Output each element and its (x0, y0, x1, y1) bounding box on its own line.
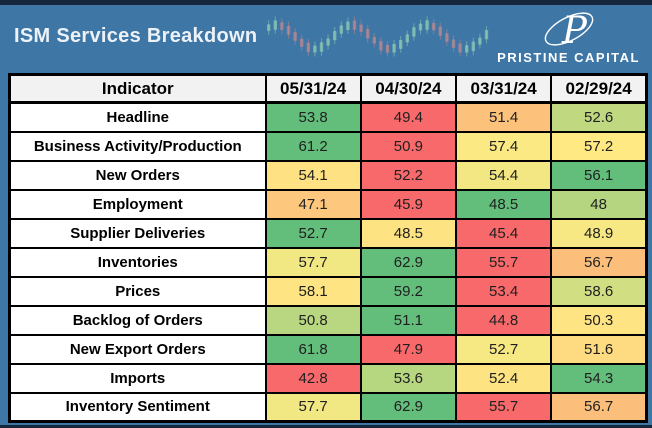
column-header-date-2: 04/30/24 (359, 73, 458, 104)
value-cell: 45.4 (454, 217, 553, 249)
value-cell: 52.6 (550, 101, 648, 133)
value-cell: 53.4 (454, 275, 553, 307)
value-cell: 55.7 (454, 391, 553, 423)
indicator-label: Supplier Deliveries (8, 217, 267, 249)
value-cell: 50.9 (359, 130, 458, 162)
value-cell: 54.1 (264, 159, 362, 191)
column-header-date-3: 03/31/24 (454, 73, 553, 104)
table-row: Inventory Sentiment 57.7 62.9 55.7 56.7 (8, 391, 648, 423)
value-cell: 53.8 (264, 101, 362, 133)
value-cell: 47.9 (359, 333, 458, 365)
value-cell: 62.9 (359, 246, 458, 278)
indicator-label: Prices (8, 275, 267, 307)
header-banner: ISM Services Breakdown P PRISTINE CAPITA… (0, 5, 652, 67)
table-row: Headline 53.8 49.4 51.4 52.6 (8, 101, 648, 133)
brand-name: PRISTINE CAPITAL (497, 49, 640, 65)
value-cell: 57.7 (264, 391, 362, 423)
table-container: Indicator 05/31/24 04/30/24 03/31/24 02/… (0, 67, 652, 423)
value-cell: 51.4 (454, 101, 553, 133)
value-cell: 57.7 (264, 246, 362, 278)
candlestick-chart-icon (267, 16, 489, 57)
value-cell: 58.1 (264, 275, 362, 307)
indicator-label: Employment (8, 188, 267, 220)
table-row: Inventories 57.7 62.9 55.7 56.7 (8, 246, 648, 278)
value-cell: 49.4 (359, 101, 458, 133)
value-cell: 58.6 (550, 275, 648, 307)
value-cell: 57.4 (454, 130, 553, 162)
brand-logo: P PRISTINE CAPITAL (497, 8, 640, 65)
value-cell: 51.6 (550, 333, 648, 365)
table-row: Supplier Deliveries 52.7 48.5 45.4 48.9 (8, 217, 648, 249)
table-row: New Export Orders 61.8 47.9 52.7 51.6 (8, 333, 648, 365)
value-cell: 56.7 (550, 246, 648, 278)
table-row: Employment 47.1 45.9 48.5 48 (8, 188, 648, 220)
ism-services-table: Indicator 05/31/24 04/30/24 03/31/24 02/… (8, 73, 648, 423)
table-header-row: Indicator 05/31/24 04/30/24 03/31/24 02/… (8, 73, 648, 104)
value-cell: 52.2 (359, 159, 458, 191)
table-body: Headline 53.8 49.4 51.4 52.6 Business Activ… (8, 101, 648, 423)
value-cell: 61.2 (264, 130, 362, 162)
value-cell: 50.3 (550, 304, 648, 336)
value-cell: 54.4 (454, 159, 553, 191)
value-cell: 54.3 (550, 362, 648, 394)
indicator-label: New Export Orders (8, 333, 267, 365)
value-cell: 59.2 (359, 275, 458, 307)
value-cell: 48 (550, 188, 648, 220)
indicator-label: Inventories (8, 246, 267, 278)
column-header-indicator: Indicator (8, 73, 267, 104)
indicator-label: Business Activity/Production (8, 130, 267, 162)
value-cell: 56.7 (550, 391, 648, 423)
value-cell: 52.7 (454, 333, 553, 365)
indicator-label: Imports (8, 362, 267, 394)
brand-monogram-letter: P (561, 9, 588, 52)
indicator-label: Headline (8, 101, 267, 133)
page-title: ISM Services Breakdown (14, 24, 258, 47)
indicator-label: Backlog of Orders (8, 304, 267, 336)
value-cell: 48.9 (550, 217, 648, 249)
value-cell: 62.9 (359, 391, 458, 423)
value-cell: 52.4 (454, 362, 553, 394)
table-row: New Orders 54.1 52.2 54.4 56.1 (8, 159, 648, 191)
value-cell: 48.5 (454, 188, 553, 220)
value-cell: 57.2 (550, 130, 648, 162)
indicator-label: New Orders (8, 159, 267, 191)
table-row: Business Activity/Production 61.2 50.9 57.… (8, 130, 648, 162)
table-row: Imports 42.8 53.6 52.4 54.3 (8, 362, 648, 394)
value-cell: 55.7 (454, 246, 553, 278)
value-cell: 51.1 (359, 304, 458, 336)
table-row: Backlog of Orders 50.8 51.1 44.8 50.3 (8, 304, 648, 336)
indicator-label: Inventory Sentiment (8, 391, 267, 423)
column-header-date-1: 05/31/24 (264, 73, 362, 104)
value-cell: 42.8 (264, 362, 362, 394)
value-cell: 61.8 (264, 333, 362, 365)
value-cell: 45.9 (359, 188, 458, 220)
column-header-date-4: 02/29/24 (550, 73, 648, 104)
value-cell: 52.7 (264, 217, 362, 249)
value-cell: 44.8 (454, 304, 553, 336)
value-cell: 56.1 (550, 159, 648, 191)
value-cell: 50.8 (264, 304, 362, 336)
value-cell: 47.1 (264, 188, 362, 220)
brand-monogram-icon: P (544, 9, 593, 52)
value-cell: 53.6 (359, 362, 458, 394)
table-row: Prices 58.1 59.2 53.4 58.6 (8, 275, 648, 307)
value-cell: 48.5 (359, 217, 458, 249)
